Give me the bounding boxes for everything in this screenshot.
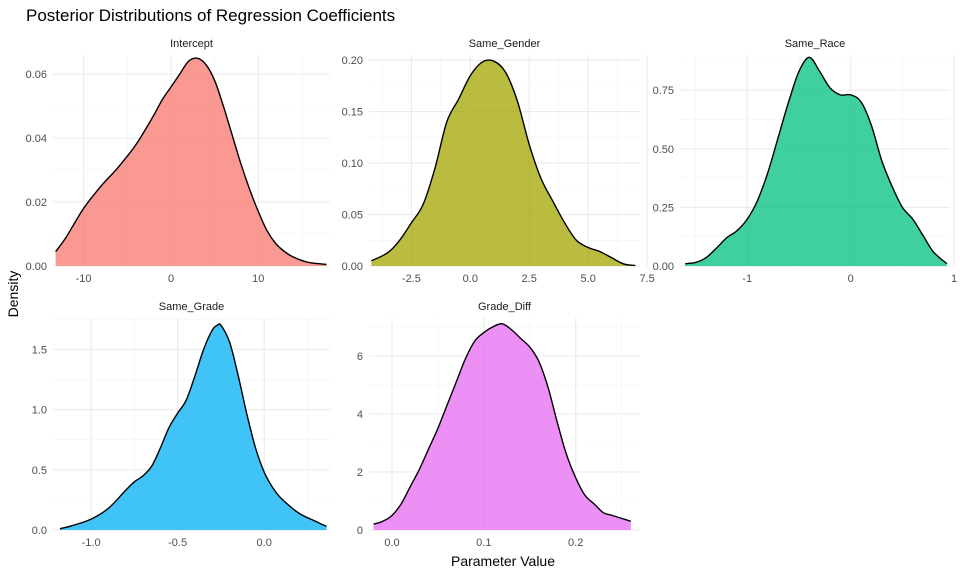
x-tick-label: 0.0 <box>463 273 478 285</box>
y-tick-label: 0.50 <box>653 144 674 156</box>
x-tick-label: 0.0 <box>384 537 399 549</box>
x-tick-label: -2.5 <box>402 273 421 285</box>
x-tick-label: 10 <box>252 273 264 285</box>
x-tick-label: 7.5 <box>639 273 654 285</box>
y-tick-label: 0.25 <box>653 202 674 214</box>
facet-panel: Same_Grade -1.0 -0.5 0.0 0.0 0.5 1.0 1.5 <box>32 301 330 549</box>
x-tick-label: -1.0 <box>82 537 101 549</box>
density-line <box>685 56 948 265</box>
x-tick-label: 0.1 <box>476 537 491 549</box>
density-area <box>685 57 947 267</box>
y-tick-label: 0.04 <box>26 133 47 145</box>
y-tick-label: 1.0 <box>32 405 47 417</box>
x-tick-label: -1 <box>742 273 752 285</box>
x-tick-label: 0 <box>168 273 174 285</box>
y-tick-label: 1.5 <box>32 344 47 356</box>
x-tick-label: 5.0 <box>581 273 596 285</box>
density-area <box>55 58 327 266</box>
y-tick-label: 6 <box>357 351 363 363</box>
density-area <box>59 323 327 530</box>
y-tick-label: 0.20 <box>342 55 363 67</box>
facet-panel: Same_Race -1 0 1 0.00 0.25 0.50 0.75 <box>653 38 958 285</box>
facet-strip-label: Same_Gender <box>469 38 541 50</box>
x-tick-label: -0.5 <box>168 537 187 549</box>
y-tick-label: 0.15 <box>342 107 363 119</box>
facet-strip-label: Intercept <box>170 38 213 50</box>
y-tick-label: 0.00 <box>342 261 363 273</box>
y-tick-label: 0.05 <box>342 210 363 222</box>
density-area <box>373 323 631 530</box>
y-tick-label: 4 <box>357 409 363 421</box>
chart-title: Posterior Distributions of Regression Co… <box>26 6 395 25</box>
x-tick-label: -10 <box>76 273 92 285</box>
facet-strip-label: Grade_Diff <box>478 301 532 313</box>
density-line <box>55 57 327 266</box>
y-tick-label: 0.0 <box>32 525 47 537</box>
x-tick-label: 0.2 <box>568 537 583 549</box>
facet-strip-label: Same_Race <box>785 38 846 50</box>
facet-strip-label: Same_Grade <box>159 301 224 313</box>
y-tick-label: 0.00 <box>26 261 47 273</box>
facet-panels: Intercept-10 0 100.000.020.040.06Same_Gend… <box>26 38 958 549</box>
y-tick-label: 0.5 <box>32 465 47 477</box>
x-tick-label: 0 <box>848 273 854 285</box>
y-tick-label: 0.00 <box>653 261 674 273</box>
x-axis-title: Parameter Value <box>451 553 555 569</box>
y-tick-label: 0.10 <box>342 158 363 170</box>
density-area <box>371 60 636 267</box>
y-tick-label: 0.06 <box>26 69 47 81</box>
x-tick-label: 1 <box>951 273 957 285</box>
y-axis-title: Density <box>5 271 21 318</box>
x-tick-label: 0.0 <box>257 537 272 549</box>
density-line <box>59 323 327 530</box>
y-tick-label: 0.75 <box>653 85 674 97</box>
density-line <box>371 59 636 267</box>
facet-panel: Same_Gender -2.5 0.0 2.5 5.0 7.5 0.00 0.05 0.10 0… <box>342 38 655 285</box>
y-tick-label: 2 <box>357 467 363 479</box>
facet-panel: Intercept -10 0 10 0.00 0.02 0.04 0.06 <box>26 38 330 285</box>
y-tick-label: 0.02 <box>26 197 47 209</box>
y-tick-label: 0 <box>357 525 363 537</box>
facet-panel: Grade_Diff 0.0 0.1 0.2 0 2 4 6 <box>357 301 640 549</box>
density-line <box>373 323 632 525</box>
x-tick-label: 2.5 <box>522 273 537 285</box>
